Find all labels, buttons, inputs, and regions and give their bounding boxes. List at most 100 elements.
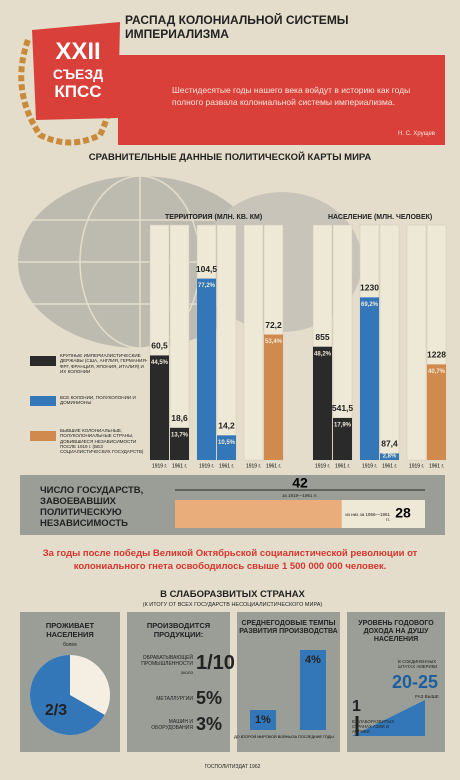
bar — [217, 435, 236, 460]
statement: За годы после победы Великой Октябрьской… — [42, 548, 418, 572]
year-label: 1961 г. — [335, 463, 350, 469]
item-note: РАЗ ВЫШЕ — [415, 694, 439, 699]
share-label: 69,2% — [361, 302, 379, 308]
bar — [427, 364, 446, 460]
independence-note: за 1919—1961 гг. — [282, 493, 318, 498]
panel — [127, 612, 230, 752]
share-label: 48,2% — [314, 351, 332, 357]
panel-title: ПРОИЗВОДИТСЯ ПРОДУКЦИИ: — [146, 621, 211, 639]
bar-label: 4% — [305, 654, 321, 666]
bar — [313, 346, 332, 460]
share-label: 13,7% — [171, 432, 189, 438]
share-label: 2,8% — [383, 454, 397, 460]
legend-swatch — [30, 356, 56, 366]
item-label: В СОЕДИНЕННЫХ ШТАТАХ АМЕРИКИ — [398, 659, 438, 669]
bar — [300, 650, 326, 730]
item-value: 1 — [352, 698, 361, 715]
panel-title: СРЕДНЕГОДОВЫЕ ТЕМПЫ РАЗВИТИЯ ПРОИЗВОДСТВ… — [239, 620, 338, 636]
total-label: 14,2 — [218, 421, 235, 431]
item-value: 20-25 — [392, 672, 439, 692]
panel-title: УРОВЕНЬ ГОДОВОГО ДОХОДА НА ДУШУ НАСЕЛЕНИ… — [358, 620, 434, 644]
map-title: СРАВНИТЕЛЬНЫЕ ДАННЫЕ ПОЛИТИЧЕСКОЙ КАРТЫ … — [88, 152, 372, 163]
emblem-text: КПСС — [54, 82, 102, 101]
legend-label: БЫВШИЕ КОЛОНИАЛЬНЫЕ, ПОЛУКОЛОНИАЛЬНЫЕ СТ… — [60, 428, 144, 455]
bar-label: 1% — [255, 714, 271, 726]
panel-title: ПРОЖИВАЕТ НАСЕЛЕНИЯ — [45, 621, 95, 639]
period-label: ДО ВТОРОЙ МИРОВОЙ ВОЙНЫ — [234, 735, 292, 739]
year-label: 1919 г. — [409, 463, 424, 469]
year-label: 1919 г. — [246, 463, 261, 469]
bar — [264, 334, 283, 460]
title: РАСПАД КОЛОНИАЛЬНОЙ СИСТЕМЫ ИМПЕРИАЛИЗМА — [125, 13, 349, 41]
year-label: 1961 г. — [429, 463, 444, 469]
share-label: 40,7% — [428, 369, 446, 375]
bar — [197, 278, 216, 460]
legend-label: ВСЕ КОЛОНИИ, ПОЛУКОЛОНИИ И ДОМИНИОНЫ — [60, 395, 136, 406]
total-label: 541,5 — [332, 403, 354, 413]
share-label: 77,2% — [198, 283, 216, 289]
column — [243, 224, 264, 461]
bar — [150, 355, 169, 460]
total-label: 1228 — [427, 350, 446, 360]
banner — [118, 55, 445, 145]
emblem-text: СЪЕЗД — [52, 66, 104, 82]
period-label: ЗА ПОСЛЕДНИЕ ГОДЫ — [292, 735, 334, 739]
section-title: В СЛАБОРАЗВИТЫХ СТРАНАХ — [160, 589, 305, 600]
pie-slice — [30, 655, 105, 735]
qualifier: около — [180, 670, 193, 675]
item-label: В СЛАБОРАЗВИТЫХ СТРАНАХ АЗИИ И АФРИКИ — [352, 719, 395, 734]
section-subtitle: (К ИТОГУ ОТ ВСЕХ ГОСУДАРСТВ НЕСОЦИАЛИСТИ… — [142, 602, 323, 608]
item-label: ОБРАБАТЫВАЮЩЕЙ ПРОМЫШЛЕННОСТИ — [141, 655, 193, 667]
legend-swatch — [30, 431, 56, 441]
year-label: 1919 г. — [199, 463, 214, 469]
year-label: 1961 г. — [382, 463, 397, 469]
total-label: 18,6 — [171, 413, 188, 423]
bar — [175, 500, 342, 528]
independence-title: ЧИСЛО ГОСУДАРСТВ, ЗАВОЕВАВШИХ ПОЛИТИЧЕСК… — [40, 485, 144, 529]
total-label: 72,2 — [265, 320, 282, 330]
item-label: МЕТАЛЛУРГИИ — [156, 696, 193, 702]
chart-title: НАСЕЛЕНИЕ (МЛН. ЧЕЛОВЕК) — [328, 214, 433, 221]
total-label: 87,4 — [381, 439, 398, 449]
item-label: МАШИН И ОБОРУДОВАНИЯ — [151, 719, 193, 731]
chart-title: ТЕРРИТОРИЯ (МЛН. КВ. КМ) — [165, 214, 263, 221]
legend-swatch — [30, 396, 56, 406]
footer: ГОСПОЛИТИЗДАТ 1962 — [204, 764, 261, 770]
year-label: 1919 г. — [315, 463, 330, 469]
qualifier: более — [62, 642, 77, 648]
share-label: 44,5% — [151, 360, 169, 366]
bar — [250, 710, 276, 730]
year-label: 1919 г. — [362, 463, 377, 469]
column — [406, 224, 427, 461]
column — [379, 224, 400, 461]
bar — [380, 453, 399, 460]
total-label: 60,5 — [151, 341, 168, 351]
year-label: 1919 г. — [152, 463, 167, 469]
emblem — [18, 22, 120, 146]
legend-label: КРУПНЫЕ ИМПЕРИАЛИСТИЧЕСКИЕ ДЕРЖАВЫ (США,… — [60, 353, 148, 374]
share-label: 17,9% — [334, 423, 352, 429]
emblem-number: XXII — [55, 38, 101, 65]
quote-author: Н. С. Хрущев — [398, 131, 435, 137]
bar — [333, 417, 352, 460]
item-value: 5% — [196, 688, 223, 708]
total-label: 855 — [315, 332, 329, 342]
value-label: 28 — [395, 505, 411, 521]
total-label: 1230 — [360, 283, 379, 293]
share-label: 10,5% — [218, 440, 236, 446]
year-label: 1961 г. — [266, 463, 281, 469]
bar — [360, 297, 379, 460]
bar — [170, 427, 189, 460]
item-value: 3% — [196, 714, 223, 734]
value-label: 42 — [292, 475, 308, 491]
year-label: 1961 г. — [219, 463, 234, 469]
year-label: 1961 г. — [172, 463, 187, 469]
pie-label: 2/3 — [45, 702, 67, 719]
total-label: 104,5 — [196, 264, 218, 274]
income-wedge — [352, 700, 425, 736]
quote: Шестидесятые годы нашего века войдут в и… — [172, 85, 411, 108]
independence-note: из них за 1956—1961 гг. — [345, 512, 390, 523]
share-label: 53,4% — [265, 339, 283, 345]
